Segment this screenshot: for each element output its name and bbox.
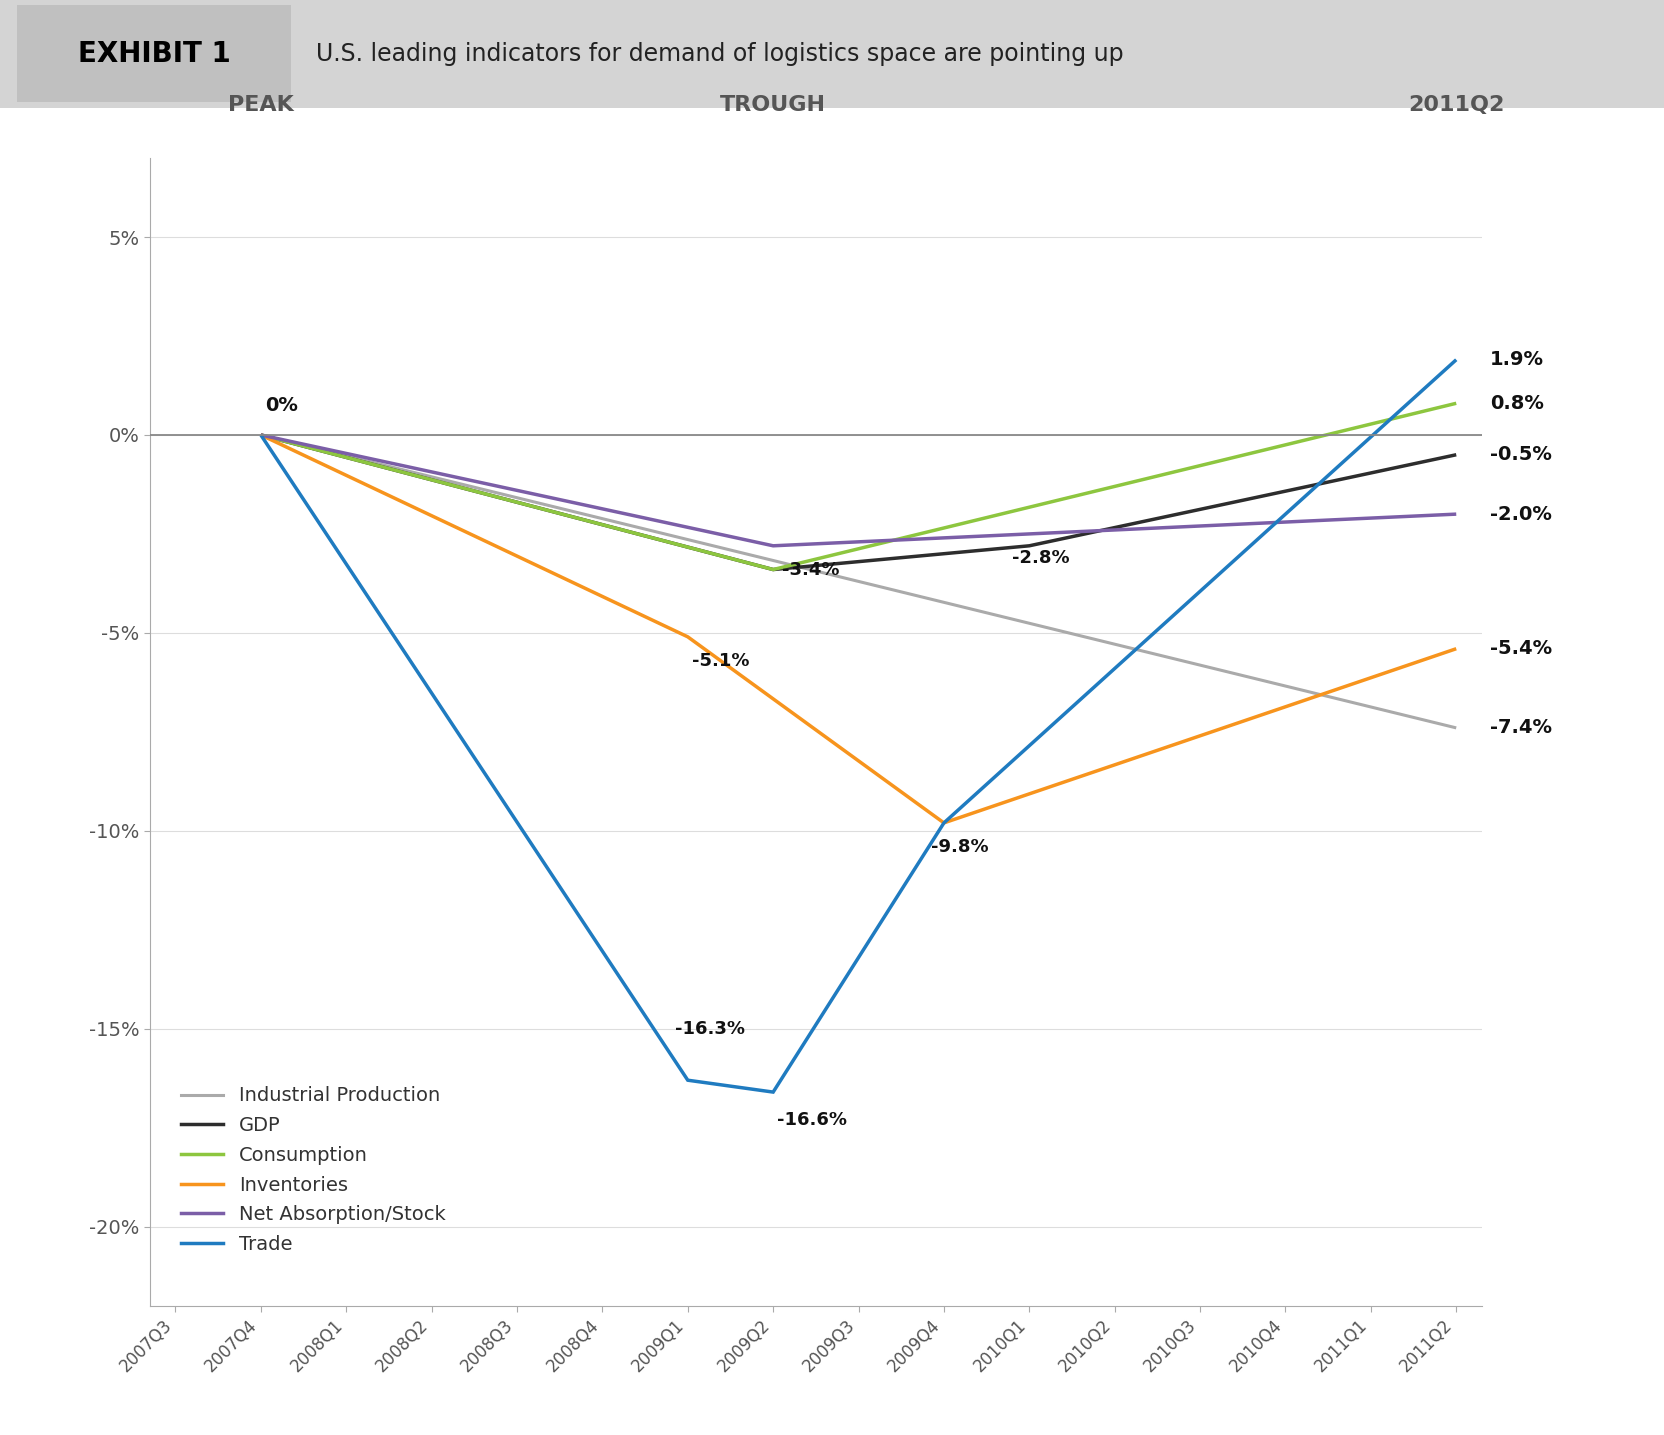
Text: -0.5%: -0.5% (1489, 445, 1551, 465)
Text: -5.1%: -5.1% (692, 651, 749, 670)
Text: -7.4%: -7.4% (1489, 719, 1551, 738)
Legend: Industrial Production, GDP, Consumption, Inventories, Net Absorption/Stock, Trad: Industrial Production, GDP, Consumption,… (173, 1079, 453, 1261)
Text: -2.0%: -2.0% (1489, 505, 1551, 524)
Text: -5.4%: -5.4% (1489, 639, 1551, 659)
Text: 2011Q2: 2011Q2 (1408, 95, 1504, 115)
Text: TROUGH: TROUGH (721, 95, 825, 115)
Text: 1.9%: 1.9% (1489, 350, 1543, 369)
Text: -9.8%: -9.8% (930, 838, 988, 855)
Text: -16.6%: -16.6% (777, 1111, 847, 1129)
Text: -16.3%: -16.3% (674, 1020, 744, 1038)
Text: EXHIBIT 1: EXHIBIT 1 (78, 40, 231, 67)
Text: -3.4%: -3.4% (780, 561, 839, 578)
Text: -2.8%: -2.8% (1012, 548, 1070, 567)
Text: U.S. leading indicators for demand of logistics space are pointing up: U.S. leading indicators for demand of lo… (316, 42, 1123, 66)
Text: 0.8%: 0.8% (1489, 393, 1543, 413)
Text: 0%: 0% (265, 396, 298, 415)
Text: PEAK: PEAK (228, 95, 293, 115)
Bar (17, 6, 291, 102)
